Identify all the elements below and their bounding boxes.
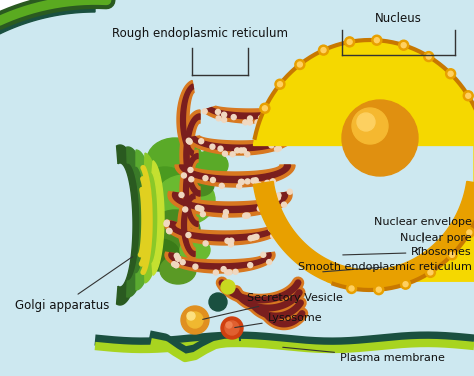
Circle shape <box>403 282 408 287</box>
Circle shape <box>260 103 270 113</box>
Polygon shape <box>182 194 195 256</box>
Circle shape <box>280 227 284 232</box>
Circle shape <box>222 151 228 156</box>
Circle shape <box>374 38 379 43</box>
Circle shape <box>173 262 179 268</box>
Text: Ribosomes: Ribosomes <box>343 247 472 257</box>
Circle shape <box>266 114 272 119</box>
Circle shape <box>245 152 250 157</box>
Polygon shape <box>183 154 198 226</box>
Polygon shape <box>152 161 164 275</box>
Circle shape <box>199 139 204 144</box>
Circle shape <box>167 229 172 234</box>
Circle shape <box>290 111 295 116</box>
Text: Nucleus: Nucleus <box>375 12 422 25</box>
Polygon shape <box>168 191 292 217</box>
Circle shape <box>248 236 253 241</box>
Circle shape <box>179 193 184 197</box>
Circle shape <box>241 148 246 153</box>
Circle shape <box>221 280 235 294</box>
Circle shape <box>174 253 179 258</box>
Circle shape <box>222 117 227 122</box>
Circle shape <box>223 210 228 215</box>
Circle shape <box>357 113 375 131</box>
Circle shape <box>274 140 279 146</box>
Circle shape <box>223 214 228 219</box>
Polygon shape <box>180 165 291 182</box>
Text: Golgi apparatus: Golgi apparatus <box>15 256 133 311</box>
Circle shape <box>257 206 262 211</box>
Circle shape <box>428 270 433 275</box>
Circle shape <box>186 232 191 238</box>
Circle shape <box>424 52 434 62</box>
Circle shape <box>465 227 474 238</box>
Polygon shape <box>181 84 193 156</box>
Circle shape <box>274 147 280 152</box>
Circle shape <box>166 228 172 233</box>
Polygon shape <box>254 182 474 290</box>
Ellipse shape <box>192 151 228 179</box>
Circle shape <box>221 267 226 271</box>
Circle shape <box>251 178 256 183</box>
Circle shape <box>216 116 221 121</box>
Circle shape <box>233 269 238 274</box>
Circle shape <box>210 177 215 182</box>
Circle shape <box>267 259 272 265</box>
Circle shape <box>243 120 248 125</box>
Polygon shape <box>173 192 288 212</box>
Circle shape <box>446 69 456 79</box>
Circle shape <box>218 146 223 151</box>
Ellipse shape <box>150 210 200 250</box>
Circle shape <box>275 79 285 89</box>
Circle shape <box>222 112 227 117</box>
Circle shape <box>268 114 273 119</box>
Circle shape <box>230 152 235 157</box>
Text: Rough endoplasmic reticulum: Rough endoplasmic reticulum <box>112 27 288 40</box>
Ellipse shape <box>147 138 203 182</box>
Circle shape <box>213 270 219 275</box>
Circle shape <box>449 252 455 257</box>
Circle shape <box>247 116 253 121</box>
Ellipse shape <box>160 256 196 284</box>
Circle shape <box>275 195 280 200</box>
Ellipse shape <box>143 167 187 203</box>
Circle shape <box>195 205 201 211</box>
Polygon shape <box>127 147 148 297</box>
Circle shape <box>239 179 245 184</box>
Circle shape <box>243 213 248 218</box>
Circle shape <box>182 207 188 212</box>
Circle shape <box>231 115 236 120</box>
Circle shape <box>268 226 273 231</box>
Polygon shape <box>169 221 281 241</box>
Polygon shape <box>169 253 271 269</box>
Polygon shape <box>184 114 200 196</box>
Circle shape <box>297 62 302 67</box>
Circle shape <box>189 177 194 182</box>
Circle shape <box>463 91 473 101</box>
Circle shape <box>186 138 191 143</box>
Circle shape <box>229 238 234 243</box>
Circle shape <box>187 312 195 320</box>
Ellipse shape <box>180 238 210 262</box>
Polygon shape <box>177 80 194 159</box>
Circle shape <box>199 206 204 211</box>
Circle shape <box>255 182 260 187</box>
Circle shape <box>399 40 409 50</box>
Circle shape <box>176 256 181 261</box>
Circle shape <box>258 115 264 120</box>
Circle shape <box>245 179 250 184</box>
Text: Plasma membrane: Plasma membrane <box>283 347 445 363</box>
Circle shape <box>271 233 276 239</box>
Polygon shape <box>136 150 154 290</box>
Circle shape <box>287 189 292 194</box>
Circle shape <box>261 252 266 257</box>
Circle shape <box>401 279 410 289</box>
Text: Smooth endoplasmic reticulum: Smooth endoplasmic reticulum <box>298 262 472 272</box>
Polygon shape <box>165 252 275 273</box>
Polygon shape <box>117 145 142 305</box>
Circle shape <box>237 184 242 189</box>
Circle shape <box>256 182 262 187</box>
Circle shape <box>238 179 244 184</box>
Ellipse shape <box>140 239 180 271</box>
